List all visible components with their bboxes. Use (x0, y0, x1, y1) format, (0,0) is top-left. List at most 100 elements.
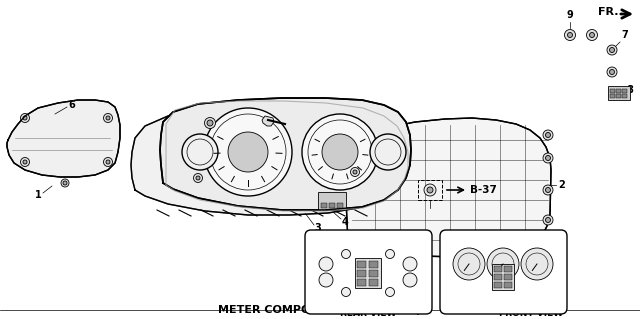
Circle shape (23, 160, 27, 164)
Bar (616, 94, 621, 98)
Polygon shape (7, 100, 120, 177)
Circle shape (564, 29, 575, 41)
Circle shape (453, 248, 485, 280)
Bar (622, 94, 627, 98)
Circle shape (23, 116, 27, 120)
Circle shape (302, 114, 378, 190)
Circle shape (417, 256, 422, 261)
Text: 8: 8 (508, 235, 514, 244)
Bar (321, 203, 327, 208)
Text: 4: 4 (342, 217, 348, 227)
Bar (492, 264, 514, 290)
Circle shape (378, 255, 383, 259)
Bar (369, 270, 378, 277)
Circle shape (589, 33, 595, 38)
Bar (608, 86, 630, 100)
Circle shape (358, 158, 362, 162)
Text: 12: 12 (181, 155, 195, 165)
Polygon shape (345, 118, 551, 257)
Text: 9: 9 (566, 10, 573, 20)
Circle shape (353, 170, 357, 174)
FancyBboxPatch shape (440, 230, 567, 314)
Circle shape (228, 132, 268, 172)
Text: FR.: FR. (598, 7, 618, 17)
Bar (355, 258, 381, 288)
Text: 8: 8 (320, 250, 326, 259)
Circle shape (106, 160, 110, 164)
Circle shape (497, 256, 502, 261)
Circle shape (543, 185, 553, 195)
Circle shape (351, 167, 360, 176)
Circle shape (63, 181, 67, 185)
Circle shape (607, 67, 617, 77)
Circle shape (182, 134, 218, 170)
Circle shape (61, 179, 69, 187)
Circle shape (375, 252, 385, 262)
Text: S9AA-B1211: S9AA-B1211 (479, 300, 527, 308)
Circle shape (427, 187, 433, 193)
Bar (504, 274, 512, 280)
Circle shape (609, 48, 614, 53)
Circle shape (20, 158, 29, 167)
Text: 11: 11 (198, 107, 212, 117)
Circle shape (205, 117, 216, 129)
Text: 8: 8 (413, 265, 419, 274)
Text: 3: 3 (315, 223, 321, 233)
Bar (616, 89, 621, 93)
Bar (337, 203, 343, 208)
FancyBboxPatch shape (305, 230, 432, 314)
Circle shape (20, 114, 29, 122)
Circle shape (207, 120, 213, 126)
Circle shape (193, 174, 202, 182)
Polygon shape (160, 98, 411, 210)
Circle shape (370, 134, 406, 170)
Bar (357, 270, 366, 277)
Text: 7: 7 (390, 239, 396, 248)
Circle shape (424, 184, 436, 196)
Circle shape (355, 235, 365, 245)
Circle shape (403, 257, 417, 271)
Circle shape (358, 238, 362, 242)
Bar (504, 282, 512, 288)
Text: 8: 8 (627, 85, 634, 95)
Bar (504, 266, 512, 272)
Circle shape (342, 249, 351, 258)
Bar (369, 279, 378, 286)
Text: 7: 7 (621, 30, 628, 40)
Circle shape (385, 249, 394, 258)
Text: METER COMPONENTS (VISTEON): METER COMPONENTS (VISTEON) (218, 305, 422, 315)
Circle shape (319, 273, 333, 287)
Circle shape (487, 248, 519, 280)
Text: FRONT VIEW: FRONT VIEW (499, 309, 563, 318)
Polygon shape (262, 116, 274, 126)
Circle shape (319, 257, 333, 271)
Circle shape (403, 273, 417, 287)
Circle shape (543, 153, 553, 163)
Text: 6: 6 (68, 100, 76, 110)
Circle shape (342, 287, 351, 296)
Text: 9: 9 (367, 239, 372, 248)
Circle shape (355, 155, 365, 165)
Circle shape (495, 253, 505, 263)
Bar (318, 192, 346, 210)
Circle shape (545, 132, 550, 137)
Text: 12: 12 (355, 149, 369, 159)
Bar (357, 261, 366, 268)
Circle shape (204, 108, 292, 196)
Circle shape (607, 45, 617, 55)
Bar (494, 266, 502, 272)
Circle shape (106, 116, 110, 120)
Circle shape (455, 253, 465, 263)
Bar (610, 89, 615, 93)
Bar (357, 279, 366, 286)
Text: 5: 5 (168, 162, 175, 172)
Circle shape (568, 33, 573, 38)
Text: 7: 7 (343, 293, 349, 302)
Text: 9: 9 (492, 235, 498, 244)
Circle shape (532, 248, 538, 253)
Circle shape (415, 253, 425, 263)
Circle shape (586, 29, 598, 41)
Circle shape (104, 158, 113, 167)
Bar (622, 89, 627, 93)
Bar (494, 282, 502, 288)
